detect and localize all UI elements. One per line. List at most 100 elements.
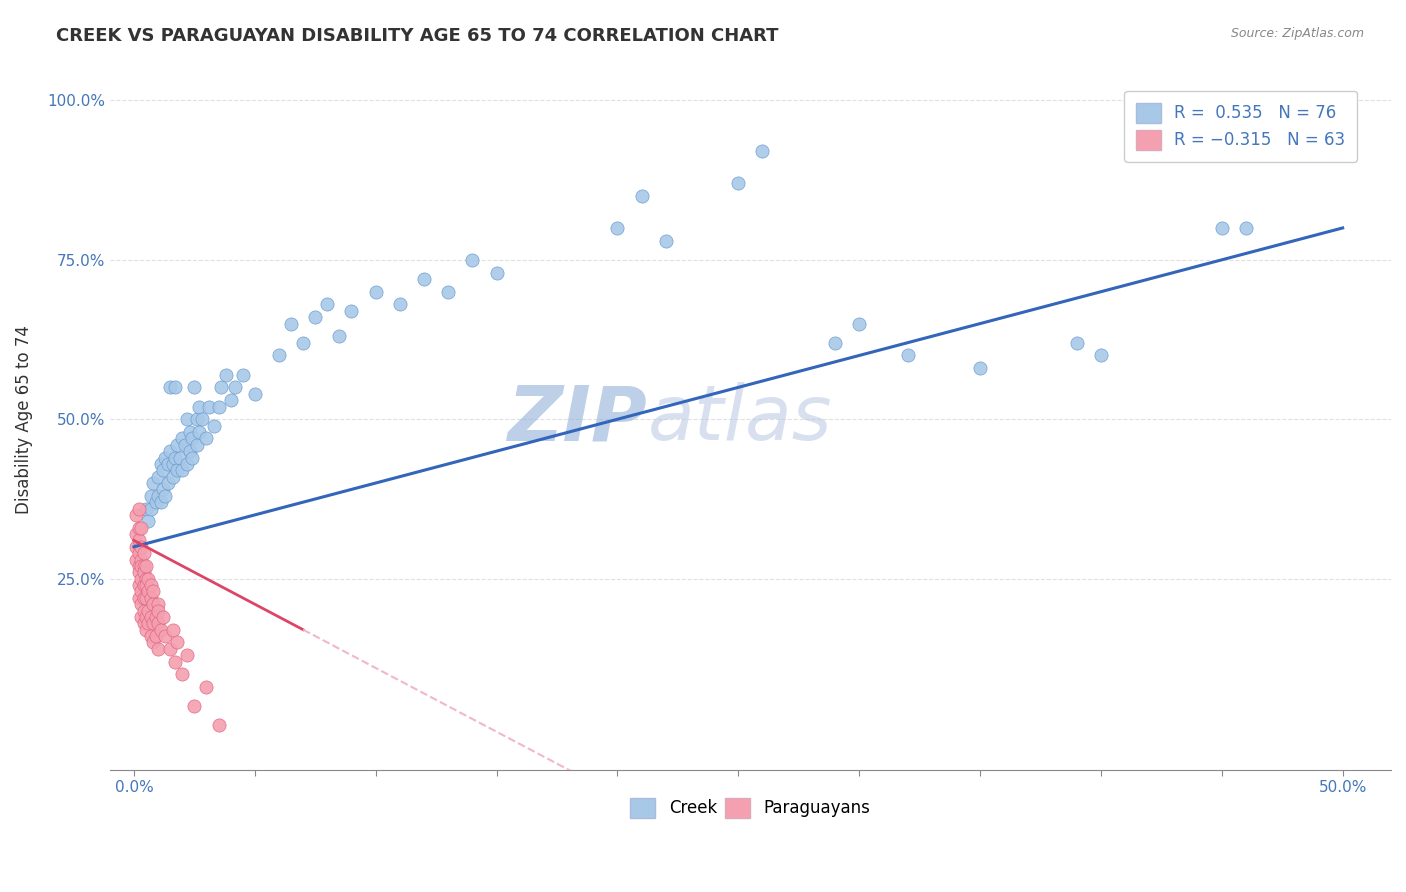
- Point: [142, 635, 165, 649]
- Point: [142, 584, 165, 599]
- Point: [156, 476, 179, 491]
- Point: [176, 457, 198, 471]
- Point: [145, 495, 167, 509]
- Point: [132, 578, 155, 592]
- Point: [190, 412, 212, 426]
- Point: [156, 457, 179, 471]
- Point: [135, 501, 157, 516]
- Point: [146, 489, 169, 503]
- Point: [243, 386, 266, 401]
- Point: [969, 361, 991, 376]
- Text: CREEK VS PARAGUAYAN DISABILITY AGE 65 TO 74 CORRELATION CHART: CREEK VS PARAGUAYAN DISABILITY AGE 65 TO…: [56, 27, 779, 45]
- Point: [183, 380, 205, 394]
- Point: [219, 393, 242, 408]
- Point: [188, 425, 211, 439]
- Point: [215, 368, 238, 382]
- Point: [135, 623, 157, 637]
- Point: [727, 177, 749, 191]
- Point: [340, 303, 363, 318]
- Point: [128, 533, 150, 548]
- Point: [179, 425, 201, 439]
- Point: [138, 616, 160, 631]
- Point: [139, 501, 162, 516]
- Point: [186, 412, 208, 426]
- Point: [138, 584, 160, 599]
- Point: [202, 418, 225, 433]
- Point: [128, 501, 150, 516]
- Point: [129, 552, 152, 566]
- Point: [139, 578, 162, 592]
- Point: [155, 489, 177, 503]
- Point: [128, 558, 150, 573]
- Point: [1211, 221, 1233, 235]
- Point: [162, 469, 184, 483]
- Point: [824, 335, 846, 350]
- Point: [267, 349, 290, 363]
- Point: [132, 603, 155, 617]
- Point: [364, 285, 387, 299]
- Point: [129, 597, 152, 611]
- Point: [129, 558, 152, 573]
- Point: [132, 558, 155, 573]
- Point: [125, 527, 148, 541]
- Point: [139, 629, 162, 643]
- Point: [155, 450, 177, 465]
- Point: [162, 623, 184, 637]
- Point: [145, 629, 167, 643]
- Point: [183, 699, 205, 714]
- Point: [176, 412, 198, 426]
- Point: [135, 572, 157, 586]
- Text: ZIP: ZIP: [508, 383, 648, 457]
- Point: [145, 610, 167, 624]
- Point: [166, 438, 188, 452]
- Point: [485, 266, 508, 280]
- Point: [139, 489, 162, 503]
- Point: [139, 591, 162, 605]
- Point: [152, 483, 174, 497]
- Point: [132, 546, 155, 560]
- Text: Source: ZipAtlas.com: Source: ZipAtlas.com: [1230, 27, 1364, 40]
- Point: [186, 438, 208, 452]
- Point: [129, 540, 152, 554]
- Point: [159, 380, 181, 394]
- Point: [280, 317, 302, 331]
- Point: [163, 380, 186, 394]
- Point: [655, 234, 678, 248]
- Point: [304, 310, 326, 325]
- Point: [125, 508, 148, 522]
- Point: [461, 252, 484, 267]
- Point: [172, 667, 194, 681]
- Point: [135, 591, 157, 605]
- Point: [163, 655, 186, 669]
- Point: [173, 438, 195, 452]
- Point: [209, 380, 232, 394]
- Point: [437, 285, 460, 299]
- Point: [172, 463, 194, 477]
- Point: [146, 616, 169, 631]
- Point: [413, 272, 436, 286]
- Point: [232, 368, 254, 382]
- Point: [129, 521, 152, 535]
- Point: [149, 457, 172, 471]
- Point: [138, 572, 160, 586]
- Point: [388, 297, 411, 311]
- Point: [129, 610, 152, 624]
- Point: [128, 521, 150, 535]
- Point: [146, 603, 169, 617]
- Point: [188, 400, 211, 414]
- Point: [138, 603, 160, 617]
- Point: [129, 584, 152, 599]
- Y-axis label: Disability Age 65 to 74: Disability Age 65 to 74: [15, 325, 32, 514]
- Point: [146, 641, 169, 656]
- Point: [129, 572, 152, 586]
- Point: [292, 335, 315, 350]
- Point: [142, 616, 165, 631]
- Point: [224, 380, 246, 394]
- Point: [159, 641, 181, 656]
- Point: [159, 444, 181, 458]
- Point: [135, 610, 157, 624]
- Point: [1234, 221, 1257, 235]
- Point: [176, 648, 198, 663]
- Point: [896, 349, 918, 363]
- Point: [146, 597, 169, 611]
